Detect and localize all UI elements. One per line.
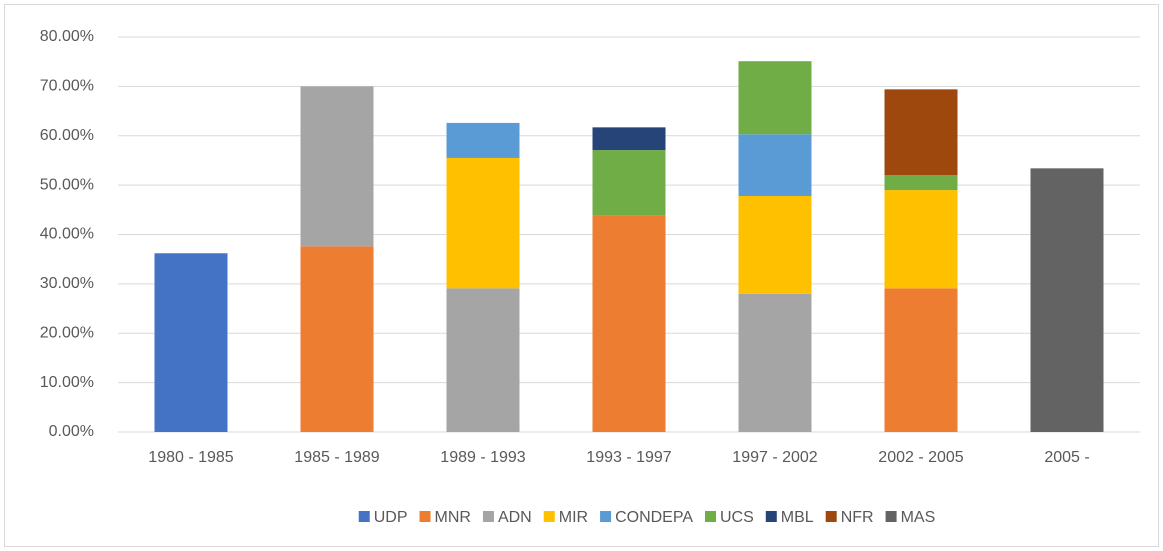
x-tick-label: 1989 - 1993 bbox=[440, 449, 526, 466]
bar-segment bbox=[446, 122, 520, 158]
bar-segment bbox=[738, 293, 812, 432]
bar-segment bbox=[884, 175, 958, 191]
bar-segment bbox=[738, 61, 812, 135]
y-tick-label: 30.00% bbox=[40, 275, 94, 292]
legend-swatch bbox=[765, 511, 777, 522]
x-tick-label: 1985 - 1989 bbox=[294, 449, 380, 466]
legend-swatch bbox=[885, 511, 897, 522]
legend-label: UCS bbox=[720, 509, 754, 526]
bar-segment bbox=[300, 246, 374, 432]
legend-swatch bbox=[825, 511, 837, 522]
x-tick-label: 1997 - 2002 bbox=[732, 449, 818, 466]
y-tick-label: 40.00% bbox=[40, 226, 94, 243]
legend-label: MIR bbox=[559, 509, 588, 526]
bar-segment bbox=[446, 157, 520, 289]
legend-swatch bbox=[543, 511, 555, 522]
y-tick-label: 10.00% bbox=[40, 374, 94, 391]
legend-label: NFR bbox=[841, 509, 874, 526]
y-tick-label: 70.00% bbox=[40, 78, 94, 95]
y-tick-label: 0.00% bbox=[49, 423, 94, 440]
y-tick-label: 20.00% bbox=[40, 324, 94, 341]
bar-segment bbox=[884, 190, 958, 289]
legend-label: MAS bbox=[901, 509, 936, 526]
legend-swatch bbox=[705, 511, 717, 522]
bar-segment bbox=[1030, 168, 1104, 432]
x-tick-label: 1980 - 1985 bbox=[148, 449, 234, 466]
legend-label: UDP bbox=[374, 509, 408, 526]
legend-label: CONDEPA bbox=[615, 509, 693, 526]
bar-segment bbox=[300, 86, 374, 247]
legend-swatch bbox=[600, 511, 612, 522]
bar-segment bbox=[884, 288, 958, 432]
legend-swatch bbox=[358, 511, 370, 522]
bar-segment bbox=[738, 134, 812, 196]
legend-swatch bbox=[419, 511, 431, 522]
bar-segment bbox=[592, 127, 666, 151]
y-tick-label: 80.00% bbox=[40, 28, 94, 45]
bar-segment bbox=[446, 288, 520, 432]
bar-segment bbox=[884, 89, 958, 176]
y-tick-label: 60.00% bbox=[40, 127, 94, 144]
x-tick-label: 2005 - bbox=[1044, 449, 1089, 466]
x-tick-label: 2002 - 2005 bbox=[878, 449, 964, 466]
y-tick-label: 50.00% bbox=[40, 176, 94, 193]
legend-label: ADN bbox=[498, 509, 532, 526]
bar-segment bbox=[154, 253, 228, 432]
legend-label: MNR bbox=[435, 509, 471, 526]
x-tick-label: 1993 - 1997 bbox=[586, 449, 672, 466]
bar-segment bbox=[592, 150, 666, 216]
bar-segment bbox=[592, 215, 666, 432]
legend-swatch bbox=[482, 511, 494, 522]
bar-segment bbox=[738, 195, 812, 294]
legend-label: MBL bbox=[781, 509, 814, 526]
